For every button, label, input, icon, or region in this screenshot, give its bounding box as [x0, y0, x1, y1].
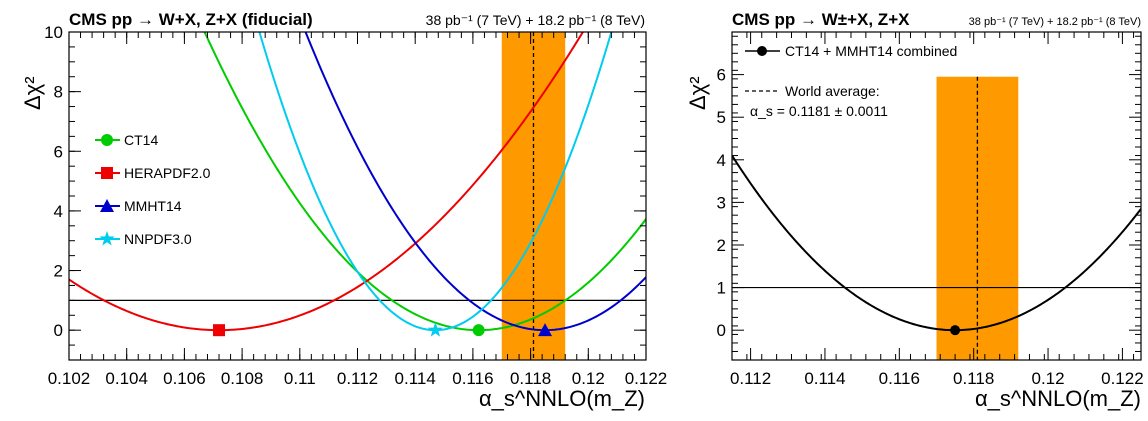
left-x-axis-label: α_s^NNLO(m_Z)	[479, 386, 645, 411]
right-y-axis-label: Δχ²	[685, 76, 710, 110]
series-marker-ct14-mmht14-combined	[950, 325, 961, 336]
y-tick-label: 3	[717, 193, 726, 212]
series-curve-ct14-mmht14-combined	[732, 154, 1141, 332]
y-tick-label: 4	[717, 151, 726, 170]
legend-marker-herapdf2-0	[101, 167, 113, 179]
x-tick-label: 0.12	[572, 369, 605, 388]
y-tick-label: 1	[717, 279, 726, 298]
y-tick-label: 0	[717, 321, 726, 340]
x-tick-label: 0.122	[625, 369, 668, 388]
legend-label-mmht14: MMHT14	[124, 198, 182, 214]
left-chart-panel: 0.102 0.104 0.106 0.108 0.11 0.112 0.114 0.116 0…	[20, 10, 668, 411]
y-tick-label: 6	[54, 142, 63, 161]
y-tick-label: 2	[54, 262, 63, 281]
x-tick-label: 0.114	[804, 369, 845, 388]
y-tick-label: 6	[717, 66, 726, 85]
x-tick-label: 0.112	[337, 369, 378, 388]
x-tick-label: 0.106	[163, 369, 206, 388]
series-marker-ct14	[472, 324, 485, 337]
legend-marker-combined	[757, 46, 767, 56]
legend-label-nnpdf3-0: NNPDF3.0	[124, 231, 192, 247]
plot-frame	[731, 31, 1142, 361]
x-tick-label: 0.116	[879, 369, 920, 388]
x-tick-label: 0.118	[953, 369, 994, 388]
y-tick-label: 10	[44, 23, 63, 42]
legend-marker-ct14	[101, 134, 113, 146]
legend-label-ct14: CT14	[124, 132, 158, 148]
legend-marker-mmht14	[100, 199, 114, 212]
x-tick-label: 0.118	[510, 369, 551, 388]
y-tick-label: 0	[54, 321, 63, 340]
y-tick-label: 4	[54, 202, 63, 221]
y-tick-label: 2	[717, 236, 726, 255]
left-chart-title: CMS pp → W+X, Z+X (fiducial)	[69, 10, 313, 29]
right-chart-title: CMS pp → W±+X, Z+X	[732, 10, 910, 29]
legend-marker-nnpdf3-0	[99, 231, 115, 246]
x-tick-label: 0.122	[1101, 369, 1144, 388]
series-curve-nnpdf3-0	[258, 32, 613, 332]
right-x-axis-label: α_s^NNLO(m_Z)	[975, 386, 1141, 411]
left-y-axis-label: Δχ²	[20, 76, 45, 110]
x-tick-label: 0.12	[1031, 369, 1064, 388]
x-tick-label: 0.108	[221, 369, 264, 388]
x-tick-label: 0.114	[395, 369, 436, 388]
x-tick-label: 0.116	[452, 369, 493, 388]
series-curve-mmht14	[304, 32, 646, 332]
series-marker-nnpdf3-0	[427, 322, 443, 337]
y-tick-label: 8	[54, 83, 63, 102]
legend-label-combined: CT14 + MMHT14 combined	[785, 43, 957, 59]
x-tick-label: 0.104	[105, 369, 148, 388]
x-tick-label: 0.11	[284, 369, 316, 388]
plot-area	[732, 76, 1141, 360]
legend-label-world-average: World average:	[785, 83, 880, 99]
y-tick-label: 5	[717, 108, 726, 127]
plot-area	[69, 32, 646, 360]
left-lumi-label: 38 pb⁻¹ (7 TeV) + 18.2 pb⁻¹ (8 TeV)	[426, 12, 645, 28]
legend-label-world-average-value: α_s = 0.1181 ± 0.0011	[750, 103, 888, 119]
series-marker-herapdf2-0	[213, 324, 226, 337]
series-marker-mmht14	[538, 323, 553, 337]
right-chart-panel: 0.112 0.114 0.116 0.118 0.12 0.122 0 1 2 3 4 5 6 CMS …	[685, 10, 1144, 411]
x-tick-label: 0.112	[730, 369, 771, 388]
x-tick-label: 0.102	[48, 369, 91, 388]
legend-label-herapdf2-0: HERAPDF2.0	[124, 165, 211, 181]
right-lumi-label: 38 pb⁻¹ (7 TeV) + 18.2 pb⁻¹ (8 TeV)	[969, 16, 1141, 28]
series-curve-herapdf2-0	[69, 32, 585, 332]
